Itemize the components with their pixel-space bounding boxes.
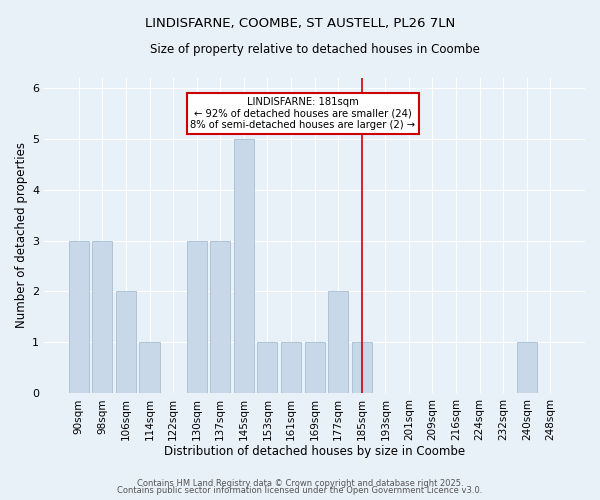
Bar <box>210 240 230 394</box>
Bar <box>257 342 277 394</box>
Bar <box>352 342 372 394</box>
Bar <box>281 342 301 394</box>
Text: LINDISFARNE, COOMBE, ST AUSTELL, PL26 7LN: LINDISFARNE, COOMBE, ST AUSTELL, PL26 7L… <box>145 18 455 30</box>
Bar <box>305 342 325 394</box>
Y-axis label: Number of detached properties: Number of detached properties <box>15 142 28 328</box>
Bar <box>69 240 89 394</box>
Title: Size of property relative to detached houses in Coombe: Size of property relative to detached ho… <box>149 42 479 56</box>
Bar <box>92 240 112 394</box>
Bar <box>187 240 206 394</box>
Bar <box>328 292 348 394</box>
X-axis label: Distribution of detached houses by size in Coombe: Distribution of detached houses by size … <box>164 444 465 458</box>
Text: LINDISFARNE: 181sqm
← 92% of detached houses are smaller (24)
8% of semi-detache: LINDISFARNE: 181sqm ← 92% of detached ho… <box>190 97 415 130</box>
Bar <box>116 292 136 394</box>
Bar <box>517 342 537 394</box>
Text: Contains public sector information licensed under the Open Government Licence v3: Contains public sector information licen… <box>118 486 482 495</box>
Text: Contains HM Land Registry data © Crown copyright and database right 2025.: Contains HM Land Registry data © Crown c… <box>137 478 463 488</box>
Bar <box>234 138 254 394</box>
Bar <box>139 342 160 394</box>
